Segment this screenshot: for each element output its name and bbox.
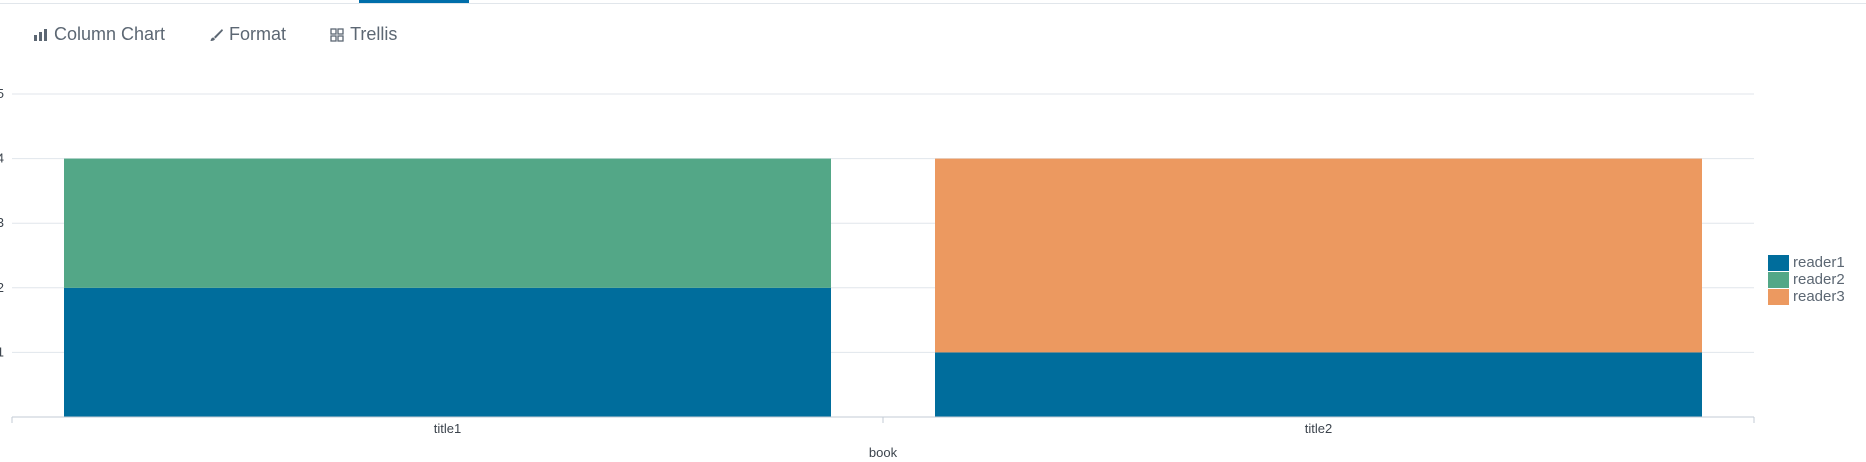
y-tick-label: 2	[0, 280, 4, 295]
x-tick-label: title2	[1305, 421, 1332, 436]
legend-item-reader2[interactable]: reader2	[1768, 271, 1845, 288]
bars	[64, 158, 1702, 417]
legend-item-reader1[interactable]: reader1	[1768, 254, 1845, 271]
trellis-label: Trellis	[350, 24, 398, 44]
x-axis: title1 title2	[11, 416, 1755, 436]
legend-label: reader1	[1793, 254, 1845, 271]
bar-reader3-title2[interactable]	[935, 158, 1702, 353]
y-tick-label: 3	[0, 215, 4, 230]
legend-swatch	[1768, 288, 1789, 305]
legend-item-reader3[interactable]: reader3	[1768, 288, 1845, 305]
y-tick-label: 4	[0, 151, 4, 166]
bar-reader1-title2[interactable]	[935, 352, 1702, 417]
legend-swatch	[1768, 271, 1789, 288]
format-label: Format	[229, 24, 287, 44]
y-tick-label: 1	[0, 344, 4, 359]
y-tick-label: 5	[0, 86, 4, 101]
legend-label: reader2	[1793, 271, 1845, 288]
bar-chart-icon	[34, 28, 48, 41]
x-axis-title: book	[869, 445, 898, 460]
legend-swatch	[1768, 254, 1789, 271]
column-chart-button[interactable]: Column Chart	[34, 24, 165, 45]
paintbrush-icon	[209, 28, 224, 42]
legend-label: reader3	[1793, 288, 1845, 305]
column-chart-label: Column Chart	[54, 24, 166, 44]
x-tick-label: title1	[434, 421, 461, 436]
legend: reader1 reader2 reader3	[1768, 254, 1845, 305]
bar-reader1-title1[interactable]	[64, 287, 831, 417]
format-button[interactable]: Format	[209, 24, 286, 45]
trellis-button[interactable]: Trellis	[330, 24, 397, 45]
bar-reader2-title1[interactable]	[64, 158, 831, 288]
y-axis-tick-labels: 1 2 3 4 5	[0, 86, 4, 359]
viz-toolbar: Column Chart Format Trellis	[34, 24, 397, 45]
active-tab-indicator	[359, 0, 469, 3]
top-divider	[0, 3, 1866, 4]
grid-icon	[330, 27, 344, 42]
